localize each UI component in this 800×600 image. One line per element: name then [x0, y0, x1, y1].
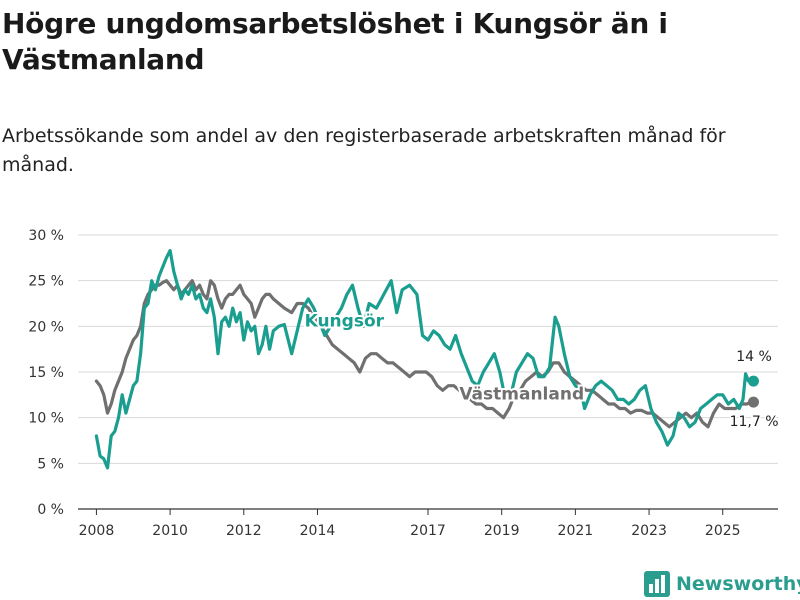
end-value-label-vastmanland: 11,7 %	[730, 414, 779, 430]
end-point-kungsor	[747, 375, 759, 387]
y-tick-label: 30 %	[28, 228, 64, 244]
x-tick-label: 2010	[152, 523, 188, 539]
y-tick-label: 25 %	[28, 274, 64, 290]
end-value-label-kungsor: 14 %	[736, 349, 772, 365]
y-tick-label: 10 %	[28, 411, 64, 427]
x-tick-label: 2012	[226, 523, 262, 539]
x-tick-label: 2023	[631, 523, 667, 539]
chart-title: Högre ungdomsarbetslöshet i Kungsör än i…	[2, 7, 668, 76]
y-tick-label: 20 %	[28, 319, 64, 335]
y-tick-label: 5 %	[37, 456, 64, 472]
x-tick-label: 2008	[79, 523, 115, 539]
x-tick-label: 2017	[410, 523, 446, 539]
series-labels: Kungsör Västmanland 14 % 11,7 %	[303, 309, 780, 431]
brand-name: Newsworthy	[676, 573, 800, 595]
x-tick-label: 2025	[705, 523, 741, 539]
series-line-vastmanland	[94, 279, 754, 429]
chart-subtitle: Arbetssökande som andel av den registerb…	[2, 125, 726, 176]
x-tick-label: 2021	[558, 523, 594, 539]
series-label-kungsor: Kungsör	[305, 311, 385, 331]
series-line-kungsor	[94, 248, 754, 470]
y-axis-ticks: 0 % 5 % 10 % 15 % 20 % 25 % 30 %	[28, 228, 64, 518]
x-axis-ticks: 2008 2010 2012 2014 2017 2019 2021 2023 2025	[79, 509, 741, 539]
end-point-vastmanland	[747, 396, 759, 408]
series-label-vastmanland: Västmanland	[459, 384, 584, 404]
bar-chart-logo-icon	[644, 571, 670, 597]
x-tick-label: 2019	[484, 523, 520, 539]
series-group	[94, 248, 759, 470]
x-tick-label: 2014	[300, 523, 336, 539]
y-tick-label: 0 %	[37, 502, 64, 518]
y-tick-label: 15 %	[28, 365, 64, 381]
brand: Newsworthy	[644, 570, 800, 598]
